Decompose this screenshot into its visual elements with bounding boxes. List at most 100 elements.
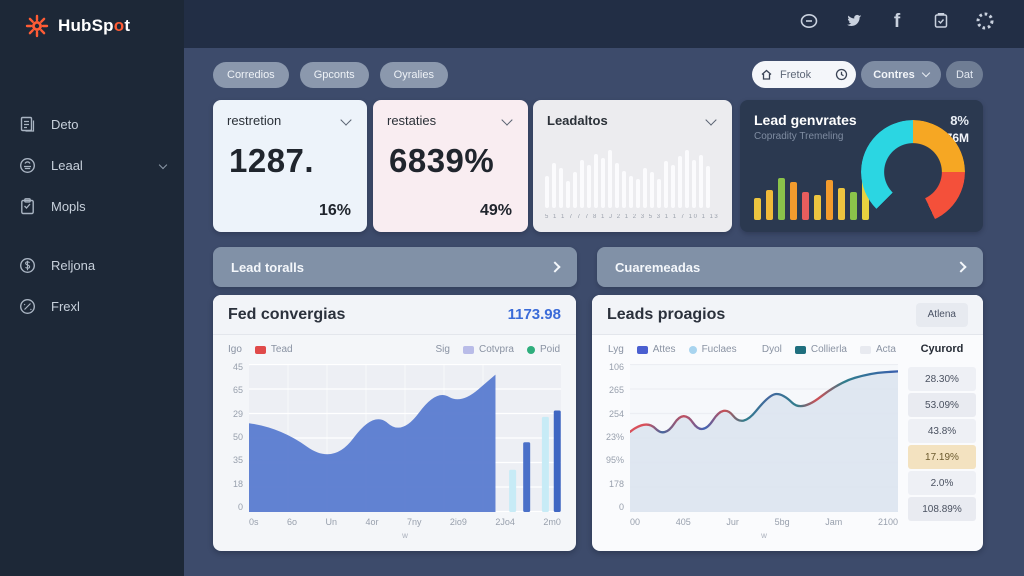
mini-bar [678, 156, 682, 208]
legend-swatch [254, 345, 266, 354]
sidebar-item-reljona[interactable]: Reljona [0, 245, 184, 286]
x-tick: Un [325, 517, 337, 527]
dat-button[interactable]: Dat [946, 61, 983, 88]
x-tick: 2100 [877, 517, 898, 527]
mini-bar-ticks: 5 1 1 7 7 7 8 1 J 2 1 2 3 5 3 1 1 7 10 1… [545, 214, 720, 220]
stat-card-restretion: restretion 1287. 16% [213, 100, 367, 232]
legend-label: Acta [875, 344, 896, 355]
contres-dropdown[interactable]: Contres [861, 61, 941, 88]
line-chart-svg [630, 364, 898, 512]
legend-item: Acta [859, 344, 896, 355]
mini-bar [615, 163, 619, 208]
clock-icon[interactable] [835, 68, 848, 81]
mini-bar-chart [545, 136, 721, 208]
x-tick: Jur [726, 517, 739, 527]
legend-swatch [794, 345, 806, 354]
search-box[interactable] [752, 61, 856, 88]
banner-cuaremeadas[interactable]: Cuaremeadas [597, 247, 983, 287]
topbar-icons: f [798, 10, 996, 32]
filter-chip[interactable]: Gpconts [299, 62, 369, 88]
stat-card-lead-genvrates: Lead genvrates 8% Copradity Tremeling 18… [740, 100, 983, 232]
sidebar-item-label: Frexl [51, 299, 80, 314]
mini-bar [622, 170, 626, 208]
left-chart-canvas [249, 364, 561, 512]
chevron-down-icon[interactable] [704, 114, 718, 128]
card-value: 8% [950, 112, 969, 128]
legend-label: Cotvpra [478, 344, 514, 355]
banner-label: Cuaremeadas [615, 259, 701, 275]
value-row: 17.19% [908, 445, 976, 469]
legend-item: Poid [526, 344, 560, 355]
minus-circle-icon[interactable] [798, 10, 820, 32]
search-input[interactable] [778, 67, 830, 82]
mini-bar [573, 172, 577, 208]
card-subtitle: Copradity Tremeling [754, 131, 844, 142]
x-tick: 2io9 [449, 517, 467, 527]
legend-item: Lyg [608, 344, 624, 355]
card-title: Leadaltos [547, 113, 608, 128]
chevron-down-icon [158, 160, 168, 170]
filter-chip[interactable]: Oyralies [379, 62, 448, 88]
clipboard-icon[interactable] [930, 10, 952, 32]
legend-label: Tead [270, 344, 293, 355]
chevron-down-icon[interactable] [339, 114, 353, 128]
sidebar-item-label: Deto [51, 117, 79, 132]
atlena-button[interactable]: Atlena [915, 302, 968, 327]
mini-bar [706, 166, 710, 208]
legend-group: Sig Cotvpra Poid [436, 344, 560, 355]
legend-group: Igo Tead [228, 344, 293, 355]
y-tick: 254 [608, 408, 624, 419]
mini-bar [643, 168, 647, 208]
mini-bar [671, 164, 675, 208]
nav-spacer [0, 227, 184, 245]
sidebar-item-mopls[interactable]: Mopls [0, 186, 184, 227]
sidebar: HubSpot Deto Leaal Mopls Reljona Frexl [0, 0, 184, 576]
chevron-down-icon[interactable] [500, 114, 514, 128]
mini-bar [699, 154, 703, 208]
y-tick: 0 [237, 501, 243, 512]
color-bar [766, 190, 773, 220]
y-tick: 65 [232, 385, 243, 396]
sidebar-item-frexl[interactable]: Frexl [0, 286, 184, 327]
right-chart-legend: Lyg Attes Fuclaes Dyol Collierla Acta [608, 344, 896, 355]
value-row: 2.0% [908, 471, 976, 495]
facebook-icon[interactable]: f [893, 10, 901, 32]
x-tick: 00 [630, 517, 641, 527]
twitter-icon[interactable] [842, 10, 864, 32]
right-chart-y-axis: 106 265 254 23% 95% 178 0 [598, 362, 624, 512]
legend-swatch [526, 345, 535, 354]
sidebar-item-label: Leaal [51, 158, 83, 173]
x-tick: 2Jo4 [495, 517, 515, 527]
x-tick: 7ny [406, 517, 422, 527]
legend-item: Dyol [762, 344, 782, 355]
value-column-header: Cyurord [920, 343, 964, 355]
hubspot-sprocket-icon [24, 13, 50, 39]
area-chart-svg [249, 364, 561, 512]
legend-swatch [859, 345, 871, 354]
filter-chip[interactable]: Corredios [213, 62, 289, 88]
left-axis-note: w [402, 531, 408, 540]
gauge-chart [861, 120, 965, 224]
value-row: 43.8% [908, 419, 976, 443]
card-title: Lead genvrates [754, 112, 857, 128]
legend-item: Fuclaes [688, 344, 737, 355]
mini-bar [552, 163, 556, 208]
brand-logo[interactable]: HubSpot [24, 13, 130, 39]
sprocket-icon[interactable] [974, 10, 996, 32]
mini-bar [566, 180, 570, 208]
card-delta: 49% [479, 202, 512, 219]
brand-accent-letter: o [113, 16, 125, 35]
color-bar [802, 192, 809, 220]
sidebar-item-leaal[interactable]: Leaal [0, 145, 184, 186]
sidebar-item-deto[interactable]: Deto [0, 104, 184, 145]
y-tick: 23% [605, 431, 624, 442]
color-bar [790, 182, 797, 220]
color-bar [754, 198, 761, 220]
banner-lead-toralls[interactable]: Lead toralls [213, 247, 577, 287]
y-tick: 265 [608, 385, 624, 396]
stat-card-restaties: restaties 6839% 49% [373, 100, 528, 232]
filter-chips: Corredios Gpconts Oyralies [213, 62, 448, 88]
mini-bar [545, 175, 549, 208]
brand-name: HubSpot [58, 16, 131, 35]
mini-bar [650, 172, 654, 208]
